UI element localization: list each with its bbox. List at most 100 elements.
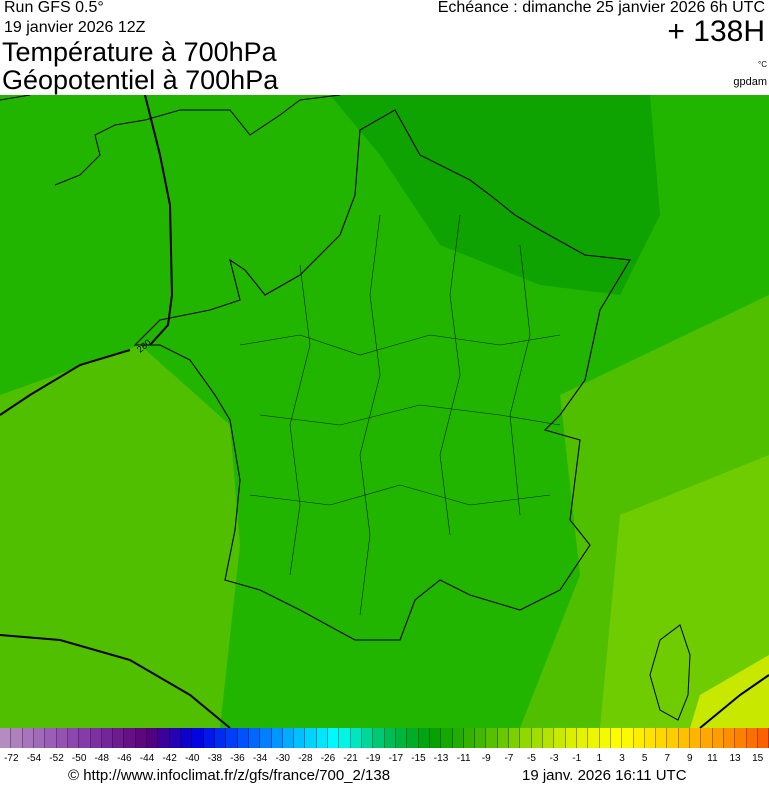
color-swatch: [633, 728, 645, 748]
color-swatch: [576, 728, 589, 748]
color-scale-label: -15: [411, 753, 426, 764]
color-swatch: [158, 728, 170, 748]
geopotential-contour-north: [144, 95, 174, 346]
color-swatch: [237, 728, 249, 748]
color-swatch: [362, 728, 374, 748]
geopotential-contour-west: [0, 349, 131, 416]
color-swatch: [497, 728, 510, 748]
color-swatch: [701, 728, 713, 748]
credit-link[interactable]: © http://www.infoclimat.fr/z/gfs/france/…: [68, 767, 391, 784]
color-swatch: [690, 728, 702, 748]
color-swatch: [214, 728, 227, 748]
color-scale-label: 7: [664, 753, 670, 764]
color-swatch: [101, 728, 114, 748]
color-swatch: [452, 728, 464, 748]
color-swatch: [463, 728, 476, 748]
map-title-geopotential: Géopotentiel à 700hPa: [2, 65, 279, 95]
color-swatch: [429, 728, 442, 748]
run-label: Run GFS 0.5°: [4, 0, 104, 16]
color-swatch: [746, 728, 758, 748]
color-scale-label: 3: [619, 753, 625, 764]
color-swatch: [622, 728, 634, 748]
color-swatch: [554, 728, 566, 748]
color-scale-label: -38: [207, 753, 223, 764]
weather-map: 280: [0, 95, 769, 728]
color-swatch: [509, 728, 521, 748]
temperature-zone-cold: [330, 95, 660, 295]
color-scale-label: -48: [94, 753, 109, 764]
color-swatch: [271, 728, 283, 748]
color-swatch: [565, 728, 577, 748]
color-swatch: [543, 728, 555, 748]
color-swatch: [350, 728, 362, 748]
color-swatch: [610, 728, 623, 748]
map-title-temperature: Température à 700hPa: [2, 37, 277, 67]
color-swatch: [135, 728, 148, 748]
color-scale-label: 11: [707, 753, 718, 764]
color-swatch: [757, 728, 769, 748]
temperature-zone-mild-west: [0, 345, 240, 728]
generated-time: 19 janv. 2026 16:11 UTC: [522, 767, 687, 784]
color-swatch: [56, 728, 68, 748]
color-swatch: [33, 728, 46, 748]
color-swatch: [644, 728, 657, 748]
color-swatch: [588, 728, 600, 748]
internal-borders: [239, 214, 561, 616]
color-scale-label: -44: [139, 753, 155, 764]
valid-time: Echéance : dimanche 25 janvier 2026 6h U…: [437, 0, 765, 16]
color-scale-label: -34: [252, 753, 268, 764]
color-scale-label: -30: [275, 753, 290, 764]
color-swatch: [531, 728, 543, 748]
color-swatch: [384, 728, 396, 748]
color-swatch: [203, 728, 215, 748]
color-scale-label: -50: [71, 753, 87, 764]
color-swatch: [22, 728, 34, 748]
color-scale-label: -21: [343, 753, 358, 764]
color-swatch: [248, 728, 261, 748]
geopotential-contour-southeast: [699, 674, 769, 728]
color-swatch: [520, 728, 532, 748]
color-swatch: [45, 728, 57, 748]
color-scale-label: 5: [641, 753, 648, 764]
corsica-outline: [649, 624, 691, 721]
color-scale-label: -28: [298, 753, 313, 764]
color-scale-labels: -72 -54 -52 -50 -48 -46 -44 -42 -40 -38 -36 -34 -30-…: [0, 753, 769, 765]
color-scale: [0, 728, 769, 748]
color-swatch: [656, 728, 668, 748]
color-swatch: [181, 728, 193, 748]
color-swatch: [328, 728, 340, 748]
color-scale-label: 15: [752, 753, 764, 764]
color-scale-label: -26: [320, 753, 336, 764]
color-swatch: [599, 728, 611, 748]
color-scale-label: -19: [365, 753, 381, 764]
color-scale-label: -54: [26, 753, 42, 764]
color-scale-label: -36: [230, 753, 245, 764]
color-swatch: [395, 728, 408, 748]
color-scale-label: -46: [117, 753, 132, 764]
color-swatch: [407, 728, 419, 748]
color-scale-label: -5: [527, 753, 536, 764]
color-scale-label: -52: [49, 753, 64, 764]
color-swatch: [147, 728, 159, 748]
lead-time: + 138H: [667, 15, 765, 48]
color-scale-label: -42: [162, 753, 177, 764]
color-swatch: [712, 728, 724, 748]
color-swatch: [305, 728, 317, 748]
color-swatch: [192, 728, 204, 748]
color-swatch: [475, 728, 487, 748]
color-swatch: [667, 728, 679, 748]
color-scale-label: -9: [481, 753, 491, 764]
color-swatch: [113, 728, 125, 748]
color-swatch: [260, 728, 272, 748]
color-swatch: [678, 728, 691, 748]
temperature-zone-warm-se: [600, 455, 769, 728]
color-swatch: [169, 728, 181, 748]
color-swatch: [226, 728, 238, 748]
unit-geopotential: gpdam: [733, 76, 767, 88]
color-scale-label: 13: [729, 753, 741, 764]
color-swatch: [735, 728, 747, 748]
color-swatch: [724, 728, 736, 748]
run-date: 19 janvier 2026 12Z: [4, 19, 146, 36]
france-outline: [133, 109, 631, 641]
color-scale-label: -17: [388, 753, 404, 764]
